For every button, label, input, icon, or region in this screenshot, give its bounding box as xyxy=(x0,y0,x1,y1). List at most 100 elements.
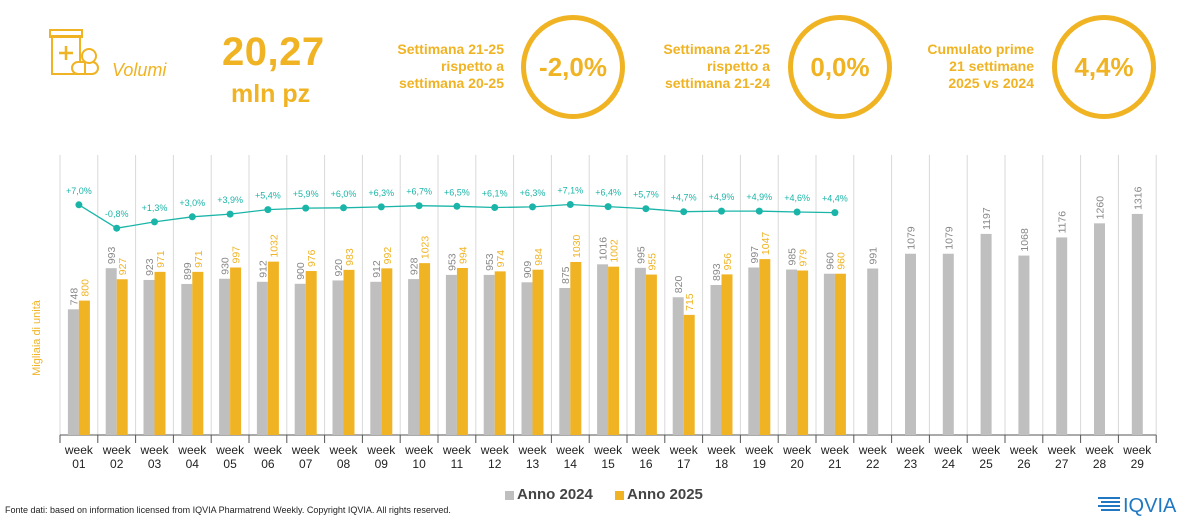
bar-2024 xyxy=(105,268,117,435)
data-label-2025: 960 xyxy=(835,252,847,270)
growth-point xyxy=(680,208,688,216)
bar-2025 xyxy=(192,271,204,435)
pharmacy-box-icon xyxy=(49,29,99,75)
data-label-2024: 995 xyxy=(635,246,647,264)
x-tick-label: 22 xyxy=(866,457,880,471)
bar-2025 xyxy=(834,273,846,435)
growth-label: +1,3% xyxy=(142,203,168,213)
bar-2024 xyxy=(867,268,879,435)
growth-label: +6,3% xyxy=(368,188,394,198)
bar-2024 xyxy=(1131,213,1143,435)
x-tick-label: 17 xyxy=(677,457,691,471)
bar-2025 xyxy=(532,269,544,435)
growth-point xyxy=(302,204,310,212)
bar-2025 xyxy=(759,259,771,435)
bar-2024 xyxy=(332,280,344,435)
x-tick-label: week xyxy=(933,443,963,457)
growth-label: +4,9% xyxy=(709,192,735,202)
x-tick-label: week xyxy=(291,443,321,457)
bar-2025 xyxy=(419,263,431,435)
data-label-2025: 1030 xyxy=(571,234,583,258)
growth-point xyxy=(377,203,385,211)
growth-label: +3,9% xyxy=(217,195,243,205)
x-tick-label: 26 xyxy=(1017,457,1031,471)
data-label-2024: 997 xyxy=(749,246,761,264)
x-tick-label: 12 xyxy=(488,457,502,471)
bar-2025 xyxy=(116,279,128,435)
growth-point xyxy=(113,224,121,232)
data-label-2024: 748 xyxy=(68,288,80,306)
volumi-value: 20,27 xyxy=(222,30,325,74)
x-tick-label: 03 xyxy=(148,457,162,471)
data-label-2024: 893 xyxy=(711,263,723,281)
growth-point xyxy=(604,203,612,211)
data-label-2025: 971 xyxy=(193,250,205,268)
data-label-2024: 1197 xyxy=(981,207,993,230)
data-label-2025: 1032 xyxy=(268,234,280,258)
bar-2024 xyxy=(823,273,835,435)
legend-label-2024: Anno 2024 xyxy=(517,486,593,503)
growth-label: +5,4% xyxy=(255,191,281,201)
x-tick-label: week xyxy=(253,443,283,457)
growth-point xyxy=(340,204,347,212)
x-tick-label: week xyxy=(139,443,169,457)
bar-2025 xyxy=(721,274,733,435)
x-tick-label: 24 xyxy=(942,457,956,471)
data-label-2024: 1260 xyxy=(1095,196,1107,220)
bar-2025 xyxy=(608,266,620,435)
x-tick-label: week xyxy=(820,443,850,457)
bar-2024 xyxy=(634,267,646,435)
x-tick-label: week xyxy=(593,443,623,457)
x-tick-label: week xyxy=(64,443,94,457)
bar-2024 xyxy=(256,281,268,435)
data-label-2025: 984 xyxy=(533,248,545,266)
volumi-unit: mln pz xyxy=(231,80,311,108)
data-label-2025: 994 xyxy=(457,246,469,264)
growth-label: +6,5% xyxy=(444,187,470,197)
x-tick-label: 15 xyxy=(601,457,615,471)
bar-2024 xyxy=(143,279,155,435)
x-tick-label: week xyxy=(517,443,547,457)
data-label-2024: 920 xyxy=(333,259,345,277)
bar-2024 xyxy=(67,309,79,435)
data-label-2025: 971 xyxy=(155,250,167,268)
x-tick-label: week xyxy=(1122,443,1152,457)
x-tick-label: week xyxy=(858,443,888,457)
growth-point xyxy=(226,210,234,218)
data-label-2024: 1316 xyxy=(1132,186,1144,210)
growth-point xyxy=(188,213,196,221)
growth-label: +4,6% xyxy=(784,193,810,203)
bar-2024 xyxy=(672,297,684,435)
legend-swatch-2025 xyxy=(615,490,625,500)
growth-point xyxy=(831,209,839,217)
bar-2025 xyxy=(683,314,695,435)
data-label-2025: 974 xyxy=(495,250,507,268)
legend-swatch-2024 xyxy=(505,490,514,500)
bar-2024 xyxy=(786,269,798,435)
data-label-2025: 927 xyxy=(117,258,129,276)
x-tick-label: 19 xyxy=(753,457,767,471)
bar-2025 xyxy=(570,261,582,435)
x-tick-label: week xyxy=(1047,443,1077,457)
bar-2024 xyxy=(483,274,495,435)
data-label-2025: 715 xyxy=(684,293,696,311)
stat-weekly-vs-lastyear-text: Settimana 21-25 rispetto a settimana 21-… xyxy=(663,41,770,91)
bar-2024 xyxy=(559,288,571,435)
data-label-2024: 820 xyxy=(673,276,685,294)
x-tick-label: 07 xyxy=(299,457,313,471)
x-tick-label: week xyxy=(177,443,207,457)
source-note: Fonte dati: based on information license… xyxy=(5,505,451,515)
bar-2024 xyxy=(408,279,420,435)
x-tick-label: week xyxy=(782,443,812,457)
x-tick-label: 18 xyxy=(715,457,729,471)
growth-label: +4,9% xyxy=(746,192,772,202)
data-label-2024: 900 xyxy=(295,262,307,280)
x-tick-label: 25 xyxy=(979,457,993,471)
growth-label: +7,0% xyxy=(66,186,92,196)
x-tick-label: 28 xyxy=(1093,457,1107,471)
growth-label: +4,7% xyxy=(671,193,697,203)
bar-2024 xyxy=(294,283,306,435)
iqvia-logo: IQVIA xyxy=(1098,495,1177,516)
data-label-2025: 800 xyxy=(79,279,91,297)
